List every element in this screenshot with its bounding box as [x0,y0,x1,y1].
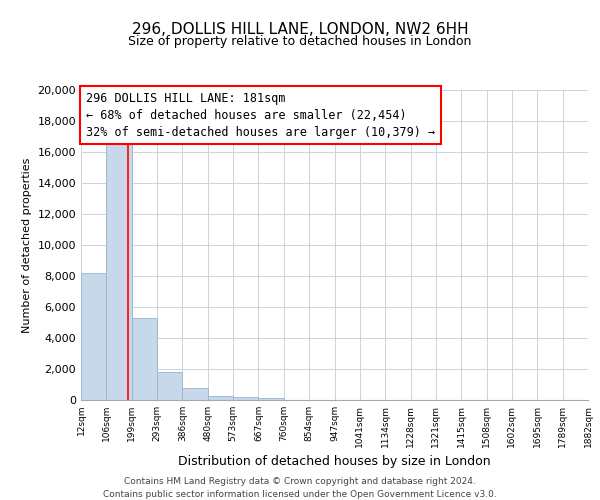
Bar [233,397,259,400]
Text: 296 DOLLIS HILL LANE: 181sqm
← 68% of detached houses are smaller (22,454)
32% o: 296 DOLLIS HILL LANE: 181sqm ← 68% of de… [86,92,435,138]
Text: Size of property relative to detached houses in London: Size of property relative to detached ho… [128,35,472,48]
Bar [106,144,132,400]
Bar [132,318,157,400]
Bar [157,372,182,400]
Bar [259,398,284,400]
Y-axis label: Number of detached properties: Number of detached properties [22,158,32,332]
Text: 296, DOLLIS HILL LANE, LONDON, NW2 6HH: 296, DOLLIS HILL LANE, LONDON, NW2 6HH [131,22,469,38]
Text: Contains public sector information licensed under the Open Government Licence v3: Contains public sector information licen… [103,490,497,499]
Text: Contains HM Land Registry data © Crown copyright and database right 2024.: Contains HM Land Registry data © Crown c… [124,478,476,486]
Bar [208,396,233,400]
Bar [182,388,208,400]
Bar [81,273,106,400]
X-axis label: Distribution of detached houses by size in London: Distribution of detached houses by size … [178,456,491,468]
